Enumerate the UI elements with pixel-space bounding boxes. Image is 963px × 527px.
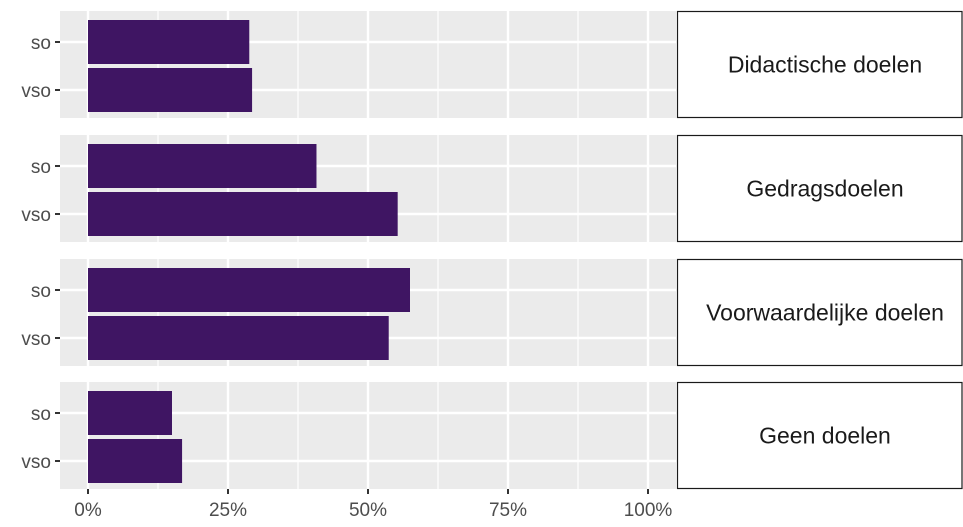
x-tick-label: 100% xyxy=(624,500,673,521)
facet-strip-label: Didactische doelen xyxy=(728,52,922,78)
bar-vso xyxy=(88,439,183,483)
x-tick-label: 50% xyxy=(349,500,387,521)
y-tick-label: so xyxy=(31,157,51,178)
x-tick-label: 75% xyxy=(489,500,527,521)
facet-strip-label: Voorwaardelijke doelen xyxy=(706,300,944,326)
facet-strip-label: Gedragsdoelen xyxy=(746,176,903,202)
facet-strip-label: Geen doelen xyxy=(759,423,891,449)
facet-strip xyxy=(676,381,963,490)
bar-so xyxy=(88,144,317,188)
bar-vso xyxy=(88,192,398,236)
y-tick-label: so xyxy=(31,281,51,302)
x-tick-label: 25% xyxy=(209,500,247,521)
y-tick-label: so xyxy=(31,404,51,425)
facet-strip xyxy=(676,134,963,243)
bar-so xyxy=(88,391,172,435)
y-tick-label: vso xyxy=(21,205,51,226)
y-tick-label: vso xyxy=(21,329,51,350)
y-tick-label: vso xyxy=(21,452,51,473)
bar-vso xyxy=(88,68,253,112)
y-tick-label: so xyxy=(31,33,51,54)
y-tick-label: vso xyxy=(21,81,51,102)
facet-strip xyxy=(676,258,963,367)
bar-vso xyxy=(88,316,389,360)
bar-so xyxy=(88,268,410,312)
x-tick-label: 0% xyxy=(74,500,102,521)
facet-strip xyxy=(676,10,963,119)
bar-so xyxy=(88,20,250,64)
